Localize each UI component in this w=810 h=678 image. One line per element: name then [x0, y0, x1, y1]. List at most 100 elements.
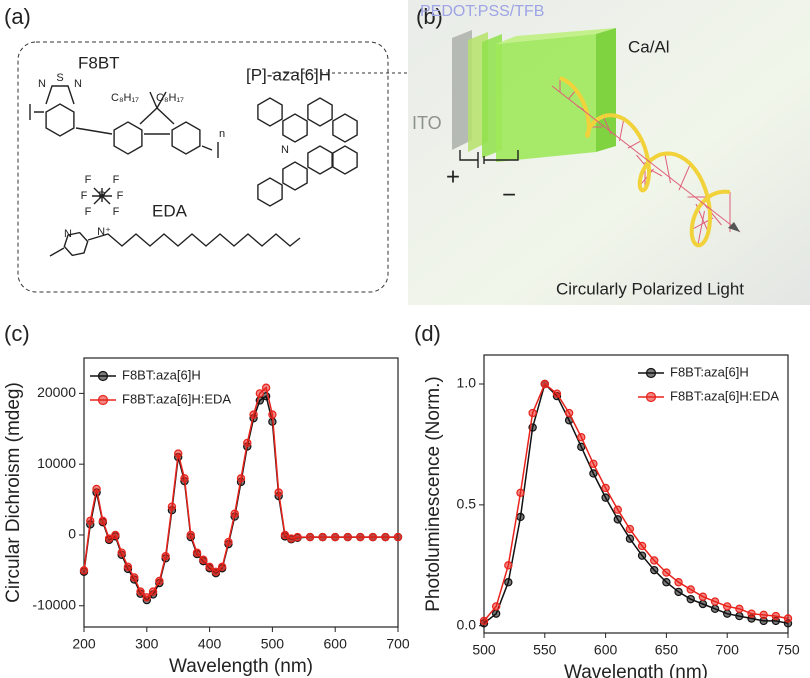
atom-label: N⁺	[97, 226, 111, 238]
panel-label: (d)	[414, 321, 441, 346]
ring	[63, 231, 89, 257]
data-point	[123, 562, 133, 572]
cathode-side	[596, 28, 616, 152]
data-point	[211, 567, 221, 576]
data-point	[192, 548, 202, 557]
data-point	[117, 548, 126, 557]
data-point	[540, 379, 550, 389]
legend-marker	[645, 367, 657, 379]
data-point	[111, 530, 120, 540]
data-point	[698, 599, 708, 609]
data-point	[274, 488, 283, 497]
data-point	[662, 578, 671, 587]
data-point	[381, 532, 390, 542]
data-point	[710, 597, 720, 606]
data-point	[356, 532, 365, 542]
legend-label: F8BT:aza[6]H	[122, 367, 201, 382]
data-point	[650, 556, 659, 565]
y-axis-label: Circular Dichroism (mdeg)	[3, 382, 24, 603]
data-point	[261, 383, 271, 392]
x-tick-label: 700	[386, 636, 410, 652]
data-point	[86, 516, 95, 526]
data-point	[230, 509, 239, 518]
data-point	[98, 516, 108, 526]
ring	[332, 145, 358, 175]
layer-label: ITO	[412, 113, 442, 133]
data-point	[136, 587, 145, 596]
ring	[45, 103, 75, 137]
helix-rung	[697, 210, 705, 246]
data-point	[613, 515, 622, 524]
data-point	[674, 587, 683, 597]
helix-strand	[559, 76, 731, 248]
data-point	[723, 609, 732, 618]
molecule-box	[17, 41, 389, 293]
x-tick-label: 550	[533, 642, 557, 658]
ring	[257, 97, 283, 127]
data-point	[710, 604, 720, 614]
x-tick-label: 500	[261, 636, 285, 652]
ring	[45, 85, 75, 105]
x-tick-label: 300	[135, 636, 159, 652]
ring	[307, 97, 333, 127]
data-point	[698, 592, 708, 601]
data-point	[589, 469, 598, 478]
x-tick-label: 400	[198, 636, 222, 652]
cathode-top	[496, 28, 616, 44]
data-point	[224, 537, 233, 547]
legend-label: F8BT:aza[6]H	[670, 364, 749, 379]
data-point	[305, 532, 315, 542]
data-point	[504, 578, 513, 587]
panel-label: (a)	[4, 4, 31, 29]
data-point	[723, 602, 732, 611]
y-tick-label: 0.5	[457, 496, 477, 512]
x-tick-label: 750	[776, 642, 800, 658]
series-line	[483, 382, 789, 625]
data-point	[491, 602, 501, 611]
data-point	[255, 389, 265, 398]
data-point	[243, 438, 252, 448]
atom-label: N	[74, 78, 82, 90]
data-point	[589, 459, 598, 468]
data-point	[528, 408, 537, 418]
legend-marker	[97, 394, 109, 406]
data-point	[148, 587, 158, 596]
data-point	[552, 389, 562, 398]
data-point	[686, 585, 695, 594]
legend-label: F8BT:aza[6]H:EDA	[670, 388, 779, 403]
data-point	[79, 566, 89, 575]
layer-label: PEDOT:PSS/TFB	[420, 3, 544, 20]
data-point	[293, 532, 302, 542]
data-point	[650, 565, 659, 575]
plot-frame	[83, 357, 399, 628]
atom-label: S	[56, 72, 63, 84]
data-point	[783, 614, 793, 623]
ring	[113, 121, 143, 155]
atom-label: P	[98, 190, 105, 202]
bond	[49, 187, 301, 257]
data-point	[217, 562, 227, 572]
data-point	[625, 524, 635, 534]
ring	[282, 113, 308, 143]
x-tick-label: 600	[324, 636, 348, 652]
molecule-name: EDA	[152, 201, 188, 220]
caption: Circularly Polarized Light	[556, 279, 744, 298]
data-point	[686, 594, 695, 604]
molecule-name: F8BT	[78, 53, 120, 72]
data-point	[167, 502, 177, 511]
data-point	[104, 534, 114, 543]
atom-label: F	[81, 190, 88, 202]
ring	[257, 177, 283, 207]
data-point	[393, 532, 403, 542]
data-point	[92, 484, 101, 494]
data-point	[280, 530, 290, 540]
helix-rung	[664, 153, 671, 184]
battery	[459, 150, 519, 168]
helix-axis	[551, 85, 741, 233]
atom-label: F	[85, 174, 92, 186]
data-point	[759, 610, 768, 620]
atom-label: C₈H₁₇	[156, 92, 184, 104]
atom-label: F	[85, 206, 92, 218]
y-tick-label: 10000	[37, 455, 76, 471]
